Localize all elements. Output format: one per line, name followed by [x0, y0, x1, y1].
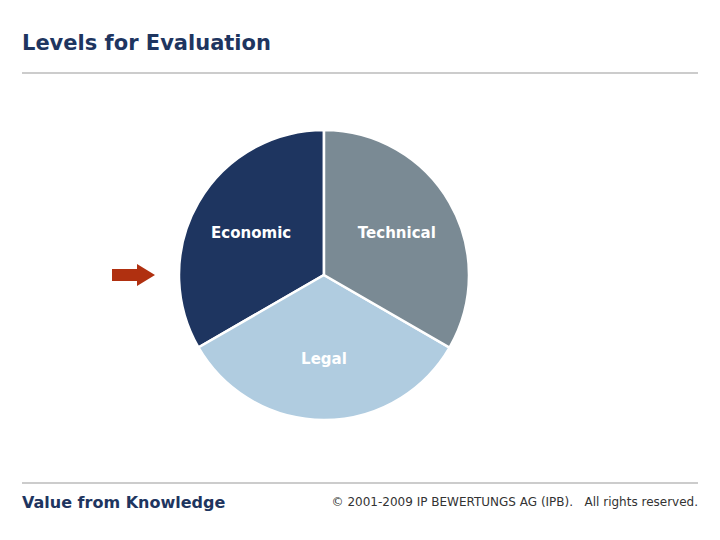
slice-label: Legal	[301, 350, 347, 368]
slice-label: Economic	[211, 224, 291, 242]
footer-separator	[22, 483, 698, 484]
title: Levels for Evaluation	[22, 31, 271, 55]
pie: Economic Legal Technical	[179, 130, 469, 420]
chart: Levels for Evaluation Economic Legal Techni…	[0, 0, 720, 540]
footer-right: © 2001-2009 IP BEWERTUNGS AG (IPB). All …	[332, 495, 698, 509]
footer-left: Value from Knowledge	[22, 493, 225, 512]
arrow	[112, 264, 155, 286]
slice-label: Technical	[358, 224, 436, 242]
title-separator	[22, 73, 698, 74]
slice	[324, 130, 469, 348]
